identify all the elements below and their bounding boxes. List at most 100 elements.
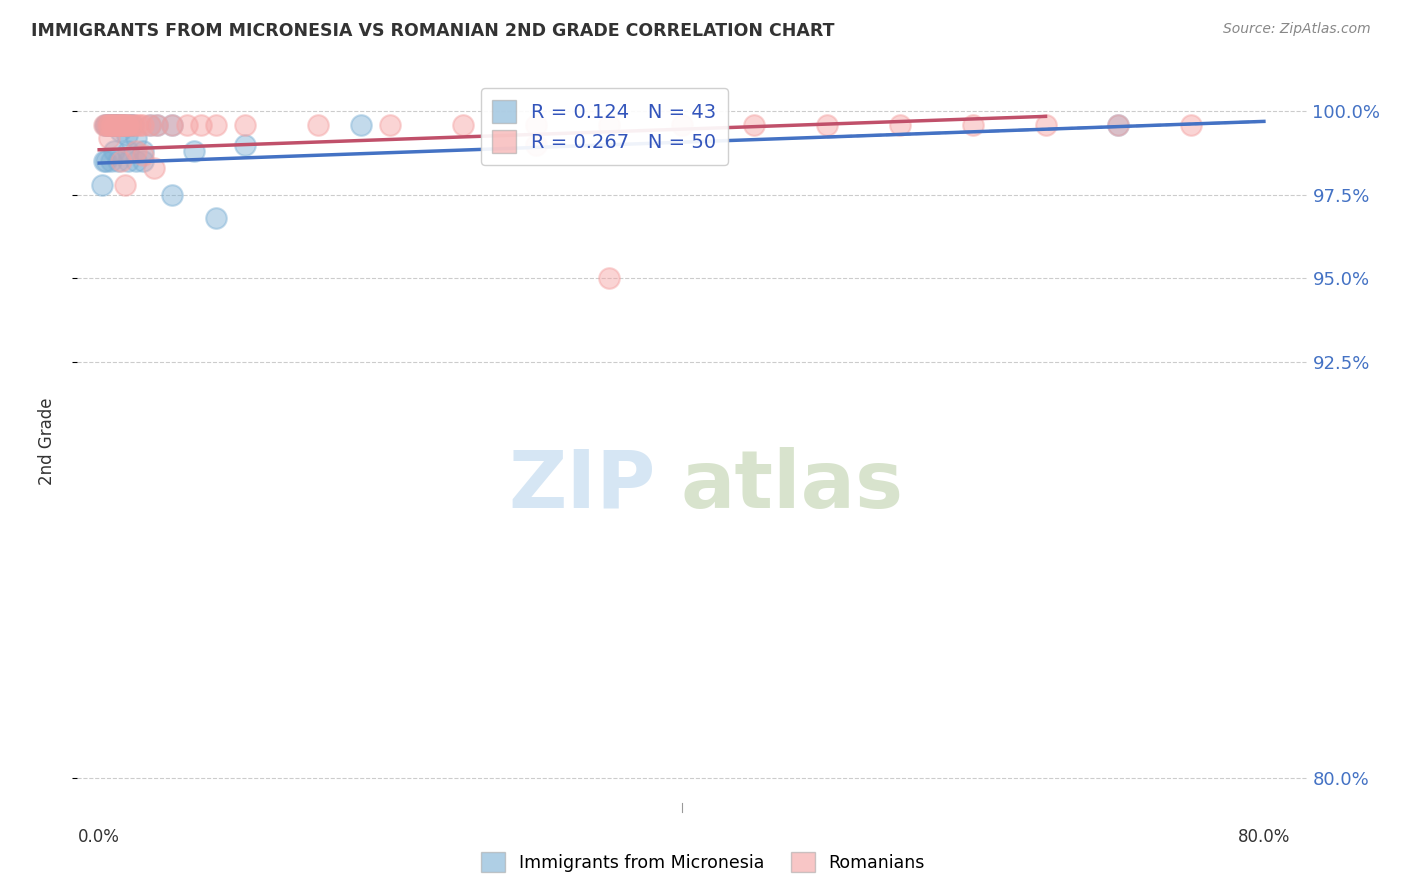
Point [98,131,121,145]
Point [132,118,155,132]
Point [1035,118,1057,132]
Point [524,118,547,132]
Point [146,118,169,132]
Legend: Immigrants from Micronesia, Romanians: Immigrants from Micronesia, Romanians [474,845,932,879]
Point [132,154,155,169]
Point [104,118,127,132]
Point [103,145,125,159]
Text: Source: ZipAtlas.com: Source: ZipAtlas.com [1223,22,1371,37]
Point [143,161,166,175]
Point [105,118,128,132]
Point [104,118,127,132]
Point [204,118,226,132]
Point [233,118,256,132]
Point [120,118,142,132]
Point [103,118,125,132]
Point [889,118,911,132]
Point [107,118,129,132]
Point [124,131,146,145]
Point [129,118,152,132]
Point [97,118,120,132]
Point [98,118,121,132]
Point [598,271,620,285]
Point [204,211,226,226]
Point [93,154,115,169]
Point [103,118,125,132]
Point [121,118,143,132]
Point [160,118,183,132]
Point [98,118,121,132]
Text: atlas: atlas [681,447,903,525]
Point [105,118,128,132]
Point [101,118,124,132]
Point [115,128,138,142]
Point [176,118,198,132]
Point [1107,118,1129,132]
Point [190,118,212,132]
Point [114,118,136,132]
Point [115,118,138,132]
Point [122,118,145,132]
Point [93,118,115,132]
Point [139,118,162,132]
Y-axis label: 2nd Grade: 2nd Grade [38,398,56,485]
Point [110,118,132,132]
Point [350,118,373,132]
Point [108,118,131,132]
Point [96,154,118,169]
Point [103,118,125,132]
Point [124,154,146,169]
Point [1180,118,1202,132]
Point [132,145,155,159]
Point [110,154,132,169]
Point [120,118,142,132]
Point [97,118,120,132]
Point [94,118,117,132]
Text: IMMIGRANTS FROM MICRONESIA VS ROMANIAN 2ND GRADE CORRELATION CHART: IMMIGRANTS FROM MICRONESIA VS ROMANIAN 2… [31,22,834,40]
Point [110,118,132,132]
Point [91,178,114,192]
Text: 0.0%: 0.0% [79,829,120,847]
Point [96,118,118,132]
Point [107,118,129,132]
Point [146,118,169,132]
Point [124,145,146,159]
Text: ZIP: ZIP [509,447,655,525]
Point [117,154,139,169]
Point [114,178,136,192]
Point [671,118,693,132]
Point [100,118,122,132]
Point [100,154,122,169]
Point [114,118,136,132]
Point [105,118,128,132]
Point [108,124,131,138]
Point [111,118,134,132]
Point [112,118,135,132]
Point [744,118,766,132]
Point [451,118,474,132]
Legend: R = 0.124   N = 43, R = 0.267   N = 50: R = 0.124 N = 43, R = 0.267 N = 50 [481,88,728,164]
Point [104,118,127,132]
Point [111,118,134,132]
Point [118,118,141,132]
Point [101,118,124,132]
Point [160,118,183,132]
Point [183,145,205,159]
Point [524,137,547,152]
Point [307,118,329,132]
Point [160,187,183,202]
Point [380,118,402,132]
Point [815,118,838,132]
Text: 80.0%: 80.0% [1237,829,1291,847]
Point [139,118,162,132]
Point [132,147,155,161]
Point [117,118,139,132]
Point [233,137,256,152]
Point [112,118,135,132]
Point [1107,118,1129,132]
Point [117,145,139,159]
Point [125,118,148,132]
Point [96,118,118,132]
Point [962,118,984,132]
Point [598,118,620,132]
